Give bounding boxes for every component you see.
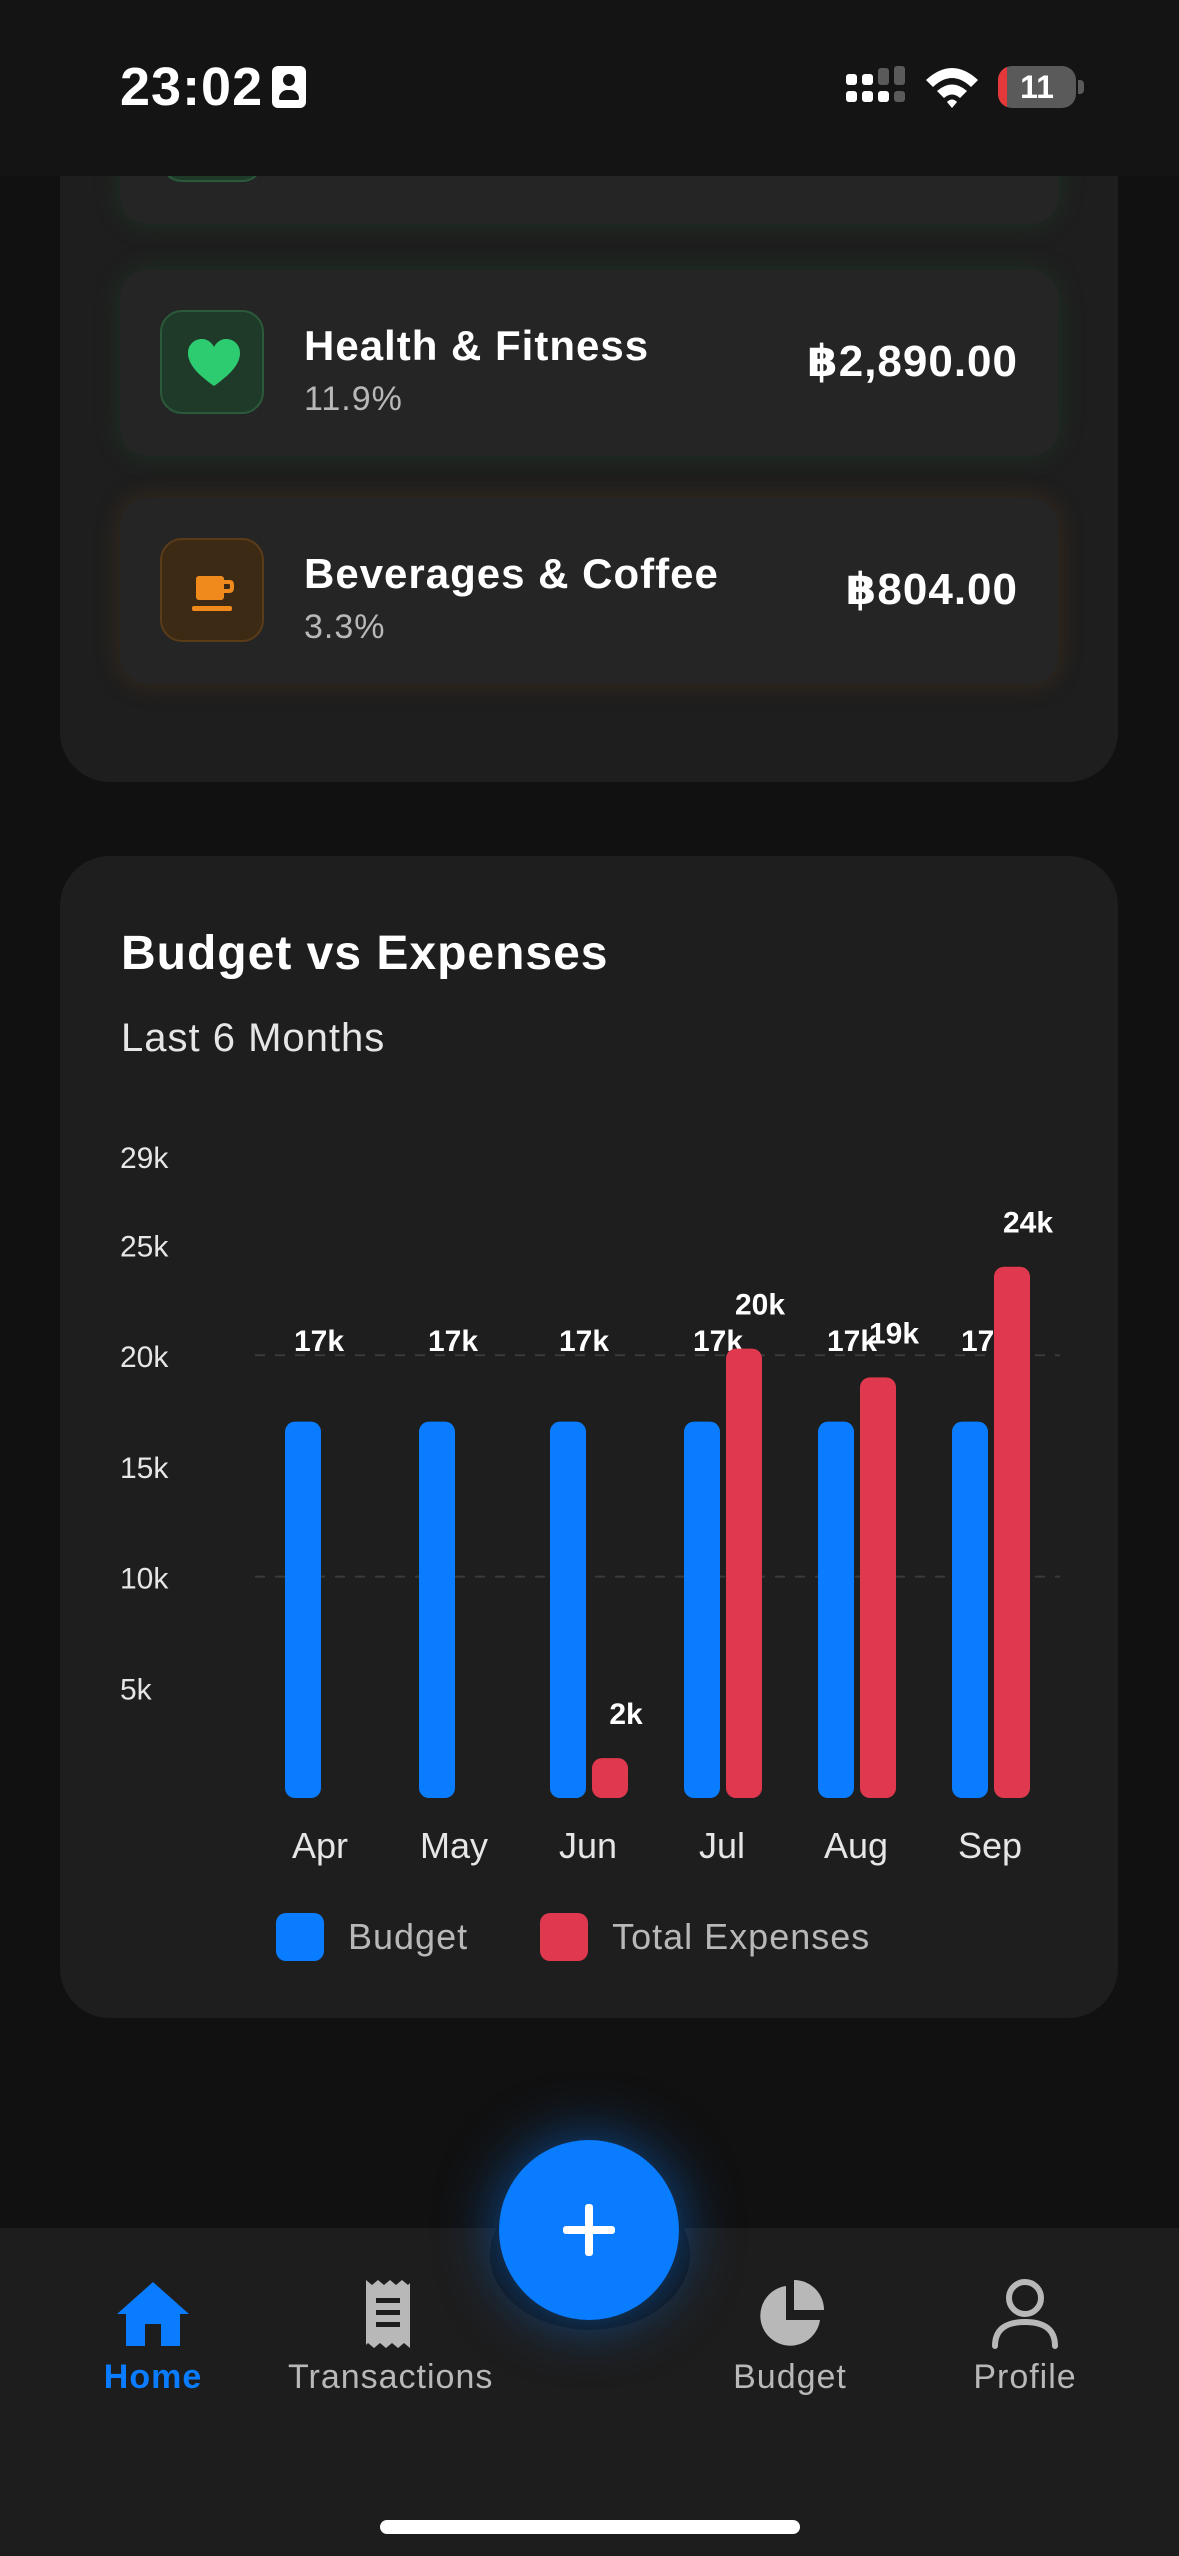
bar-label-budget: 17k <box>559 1325 609 1358</box>
bar-expenses <box>994 1266 1030 1798</box>
add-transaction-button[interactable] <box>499 2140 679 2320</box>
x-tick-label: May <box>420 1825 488 1866</box>
x-tick-label: Sep <box>958 1825 1022 1866</box>
legend-label-budget: Budget <box>348 1916 469 1957</box>
bar-budget <box>550 1421 586 1798</box>
nav-item-home[interactable]: Home <box>53 2278 253 2397</box>
bar-label-budget: 17k <box>827 1325 877 1358</box>
bar-label-expenses: 2k <box>609 1698 643 1731</box>
nav-label-transactions: Transactions <box>288 2358 494 2396</box>
bar-expenses <box>726 1348 762 1798</box>
bar-label-budget: 17k <box>428 1325 478 1358</box>
battery-level-text: 11 <box>1020 69 1054 105</box>
bar-expenses <box>860 1377 896 1798</box>
bar-expenses <box>592 1758 628 1798</box>
cellular-signal-icon <box>846 66 905 102</box>
home-icon <box>117 2282 189 2346</box>
wifi-icon <box>926 68 978 108</box>
category-amount: ฿2,890.00 <box>807 337 1018 386</box>
heart-icon <box>188 339 240 386</box>
nav-label-profile: Profile <box>973 2358 1077 2396</box>
bar-label-expenses: 24k <box>1003 1207 1053 1240</box>
pie-chart-icon <box>760 2280 824 2346</box>
status-bar: 23:02 11 <box>0 0 1179 176</box>
nav-label-budget: Budget <box>733 2358 847 2396</box>
spending-categories-card: Health & Fitness 11.9% ฿2,890.00 Beverag… <box>60 38 1118 782</box>
y-tick-label: 5k <box>120 1673 153 1706</box>
category-percent: 3.3% <box>304 608 386 646</box>
category-item-beverages-coffee[interactable]: Beverages & Coffee 3.3% ฿804.00 <box>120 498 1058 684</box>
receipt-icon <box>366 2280 410 2348</box>
bar-budget <box>285 1421 321 1798</box>
category-amount: ฿804.00 <box>845 565 1018 614</box>
legend-swatch-budget <box>276 1913 324 1961</box>
category-name: Beverages & Coffee <box>304 550 719 597</box>
x-tick-label: Jun <box>559 1825 617 1866</box>
battery-tip <box>1078 80 1084 94</box>
x-tick-label: Apr <box>292 1825 348 1866</box>
bar-budget <box>419 1421 455 1798</box>
legend-label-expenses: Total Expenses <box>612 1916 871 1957</box>
budget-vs-expenses-card: Budget vs Expenses Last 6 Months 29k 25k 2… <box>60 856 1118 2018</box>
profile-icon <box>992 2279 1058 2349</box>
x-tick-label: Jul <box>699 1825 745 1866</box>
y-tick-label: 15k <box>120 1452 169 1485</box>
legend-swatch-expenses <box>540 1913 589 1961</box>
bar-chart: 29k 25k 20k 15k 10k 5k 17k Apr 17k May 17k 2k Jun 17k… <box>120 1142 1060 1866</box>
home-indicator <box>380 2520 800 2534</box>
category-icon-box <box>160 538 264 642</box>
chart-legend: Budget Total Expenses <box>276 1912 942 1962</box>
contact-card-icon <box>272 66 306 108</box>
nav-item-transactions[interactable]: Transactions <box>288 2278 494 2397</box>
bar-budget <box>818 1421 854 1798</box>
chart-title: Budget vs Expenses <box>121 927 609 980</box>
status-time: 23:02 <box>120 57 264 117</box>
y-tick-label: 10k <box>120 1563 169 1596</box>
chart-subtitle: Last 6 Months <box>121 1016 386 1060</box>
y-tick-label: 29k <box>120 1142 169 1175</box>
y-tick-label: 20k <box>120 1341 169 1374</box>
coffee-cup-icon <box>192 576 234 611</box>
bar-budget <box>684 1421 720 1798</box>
category-icon-box <box>160 310 264 414</box>
y-tick-label: 25k <box>120 1231 169 1264</box>
category-item-health-fitness[interactable]: Health & Fitness 11.9% ฿2,890.00 <box>120 270 1058 456</box>
bar-budget <box>952 1421 988 1798</box>
nav-item-profile[interactable]: Profile <box>925 2278 1125 2397</box>
category-name: Health & Fitness <box>304 322 650 369</box>
bar-label-budget: 17k <box>294 1325 344 1358</box>
bar-label-expenses: 19k <box>869 1317 919 1350</box>
category-percent: 11.9% <box>304 380 403 418</box>
bar-label-expenses: 20k <box>735 1289 785 1322</box>
nav-item-budget[interactable]: Budget <box>690 2278 890 2397</box>
battery-indicator: 11 <box>998 66 1076 108</box>
x-tick-label: Aug <box>824 1825 888 1866</box>
battery-fill <box>998 66 1007 108</box>
nav-label-home: Home <box>103 2358 203 2396</box>
